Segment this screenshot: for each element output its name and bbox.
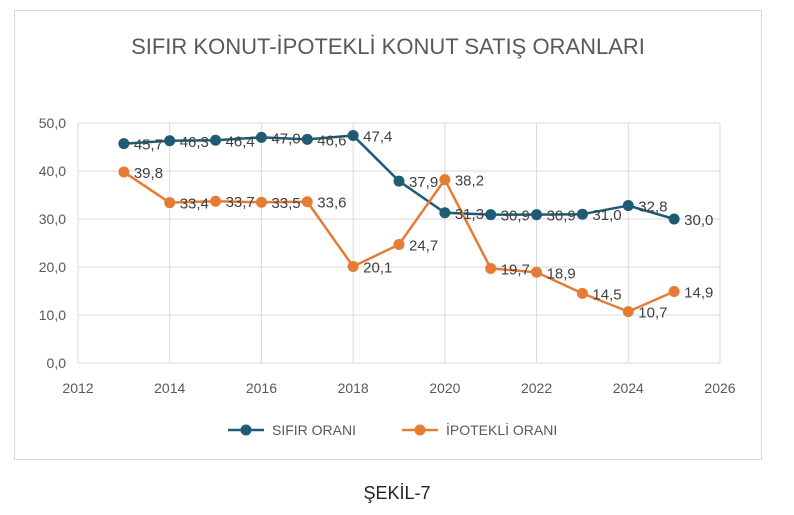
data-point	[622, 306, 634, 318]
data-point	[347, 129, 359, 141]
series-lines	[118, 129, 680, 318]
data-label: 47,4	[363, 128, 392, 145]
data-point	[485, 262, 497, 274]
legend: SIFIR ORANI İPOTEKLİ ORANI	[228, 421, 557, 438]
data-point	[118, 166, 130, 178]
data-label: 47,0	[271, 130, 300, 147]
data-label: 33,4	[180, 196, 209, 213]
data-point	[668, 213, 680, 225]
line-chart: SIFIR KONUT-İPOTEKLİ KONUT SATIŞ ORANLAR…	[39, 34, 736, 438]
data-point	[164, 135, 176, 147]
data-label: 30,9	[501, 208, 530, 225]
data-point	[255, 131, 267, 143]
legend-marker	[414, 424, 426, 436]
data-label: 19,7	[501, 261, 530, 278]
data-label: 46,4	[226, 133, 255, 150]
x-tick-label: 2022	[521, 380, 552, 396]
axis-ticks: 0,0 10,0 20,0 30,0 40,0 50,0 2012 2014 2016 2018 2…	[39, 115, 736, 396]
data-point	[164, 197, 176, 209]
data-point	[210, 134, 222, 146]
data-point	[531, 266, 543, 278]
data-point	[622, 200, 634, 212]
data-label: 20,1	[363, 260, 392, 277]
data-point	[576, 287, 588, 299]
data-label: 39,8	[134, 165, 163, 182]
data-label: 30,9	[547, 208, 576, 225]
x-tick-label: 2016	[246, 380, 277, 396]
data-label: 31,0	[592, 207, 621, 224]
y-tick-label: 50,0	[39, 115, 66, 131]
data-label: 46,3	[180, 134, 209, 151]
legend-label: İPOTEKLİ ORANI	[446, 421, 557, 438]
data-point	[393, 175, 405, 187]
data-label: 24,7	[409, 237, 438, 254]
y-tick-label: 20,0	[39, 259, 66, 275]
data-point	[393, 238, 405, 250]
data-point	[301, 133, 313, 145]
data-label: 10,7	[638, 305, 667, 322]
legend-label: SIFIR ORANI	[272, 422, 356, 438]
data-labels: 45,7 46,3 46,4 47,0 46,6 47,4 37,9 31,3 30,9 30,9…	[134, 128, 713, 321]
data-label: 45,7	[134, 137, 163, 154]
x-tick-label: 2020	[429, 380, 460, 396]
data-point	[485, 209, 497, 221]
data-point	[118, 138, 130, 150]
data-point	[347, 261, 359, 273]
y-tick-label: 10,0	[39, 307, 66, 323]
data-label: 38,2	[455, 173, 484, 190]
data-point	[439, 174, 451, 186]
x-tick-label: 2012	[62, 380, 93, 396]
chart-frame	[14, 10, 762, 460]
x-tick-label: 2014	[154, 380, 185, 396]
data-label: 33,6	[317, 195, 346, 212]
data-label: 18,9	[547, 265, 576, 282]
chart-title: SIFIR KONUT-İPOTEKLİ KONUT SATIŞ ORANLAR…	[131, 34, 645, 59]
x-tick-label: 2024	[613, 380, 644, 396]
data-point	[301, 196, 313, 208]
data-point	[255, 196, 267, 208]
gridlines	[77, 122, 721, 364]
data-label: 14,9	[684, 284, 713, 301]
data-label: 33,5	[271, 195, 300, 212]
data-label: 33,7	[226, 194, 255, 211]
legend-marker	[240, 424, 252, 436]
data-label: 14,5	[592, 286, 621, 303]
y-tick-label: 40,0	[39, 163, 66, 179]
x-tick-label: 2018	[338, 380, 369, 396]
data-point	[439, 207, 451, 219]
data-point	[210, 195, 222, 207]
data-point	[576, 208, 588, 220]
y-tick-label: 0,0	[47, 355, 67, 371]
y-tick-label: 30,0	[39, 211, 66, 227]
data-point	[531, 209, 543, 221]
figure-caption: ŞEKİL-7	[363, 483, 431, 503]
x-tick-label: 2026	[704, 380, 735, 396]
data-label: 30,0	[684, 212, 713, 229]
data-label: 32,8	[638, 199, 667, 216]
data-point	[668, 285, 680, 297]
data-label: 46,6	[317, 132, 346, 149]
data-label: 31,3	[455, 206, 484, 223]
data-label: 37,9	[409, 174, 438, 191]
